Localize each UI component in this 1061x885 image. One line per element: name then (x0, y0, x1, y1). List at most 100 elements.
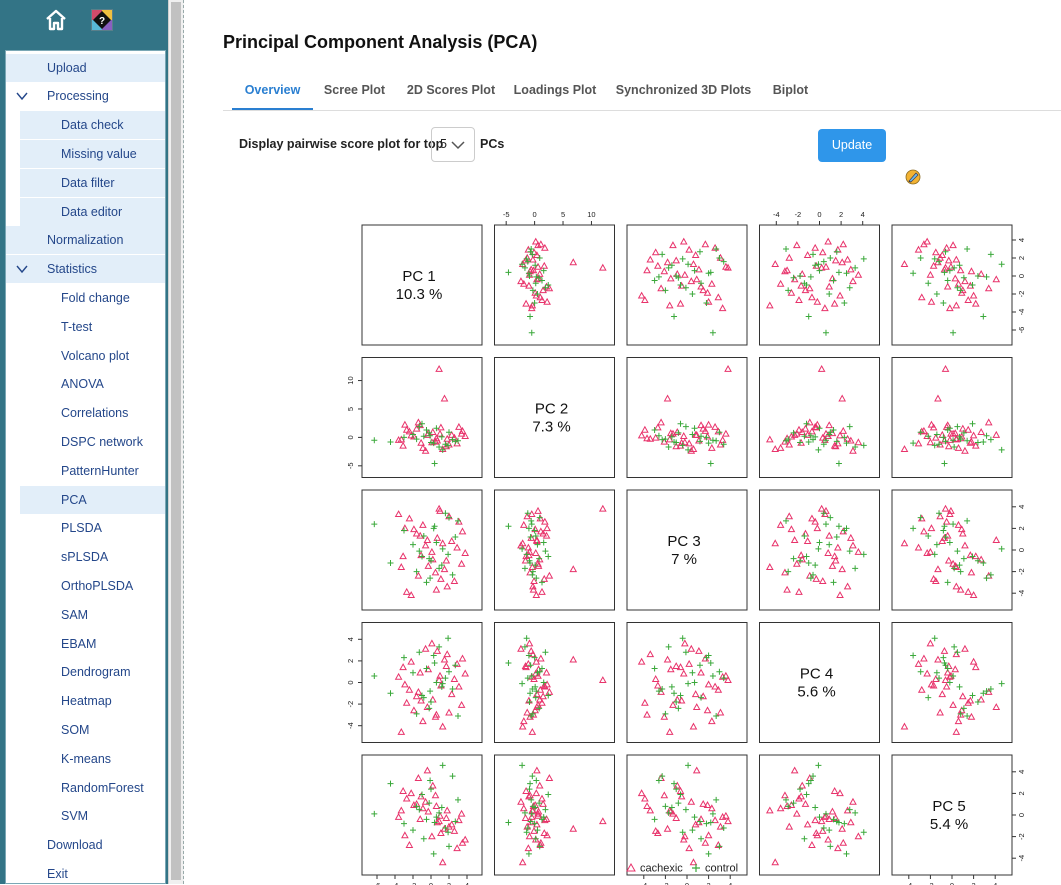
sidebar-item-pca[interactable]: PCA (20, 486, 165, 514)
sidebar-item-plsda[interactable]: PLSDA (20, 514, 165, 542)
control-point (519, 762, 526, 769)
control-point (998, 545, 1005, 552)
control-point (528, 673, 535, 680)
cachexic-point (977, 695, 986, 703)
cachexic-point (450, 675, 459, 682)
cachexic-point (938, 537, 947, 545)
cachexic-point (797, 281, 805, 289)
cachexic-point (651, 248, 660, 256)
sidebar-item-heatmap[interactable]: Heatmap (20, 687, 165, 715)
cachexic-point (433, 646, 442, 654)
scrollbar-thumb[interactable] (171, 2, 181, 880)
edit-icon[interactable] (905, 169, 921, 185)
cachexic-point (984, 284, 993, 292)
sidebar-item-volcano-plot[interactable]: Volcano plot (20, 342, 165, 370)
control-point (960, 429, 967, 436)
sidebar-item-som[interactable]: SOM (20, 716, 165, 744)
cachexic-point (653, 829, 662, 837)
cachexic-point (414, 774, 423, 781)
control-point (810, 571, 817, 578)
cachexic-point (838, 565, 847, 573)
cachexic-point (714, 685, 723, 693)
control-point (720, 258, 727, 265)
cachexic-point (945, 510, 954, 518)
control-point (852, 444, 859, 451)
cachexic-point (964, 587, 973, 595)
tab-synchronized-3d-plots[interactable]: Synchronized 3D Plots (615, 83, 752, 97)
tab-loadings-plot[interactable]: Loadings Plot (513, 83, 597, 97)
sidebar-item-data-filter[interactable]: Data filter (20, 169, 165, 197)
sidebar-item-fold-change[interactable]: Fold change (20, 284, 165, 312)
cachexic-point (817, 817, 826, 825)
sidebar-item-label: Heatmap (61, 694, 112, 708)
control-point (521, 643, 528, 650)
cachexic-point (529, 650, 537, 658)
help-icon[interactable]: ? (91, 9, 113, 31)
sidebar-item-data-check[interactable]: Data check (20, 111, 165, 139)
sidebar-item-sam[interactable]: SAM (20, 601, 165, 629)
sidebar-item-splsda[interactable]: sPLSDA (20, 543, 165, 571)
chevron-down-icon[interactable] (16, 91, 28, 101)
cachexic-point (971, 299, 980, 307)
cachexic-point (792, 559, 801, 567)
sidebar-item-randomforest[interactable]: RandomForest (20, 774, 165, 802)
chevron-down-icon[interactable] (16, 264, 28, 274)
cachexic-point (818, 577, 827, 585)
control-point (826, 291, 833, 297)
sidebar-item-t-test[interactable]: T-test (20, 313, 165, 341)
sidebar-item-orthoplsda[interactable]: OrthoPLSDA (20, 572, 165, 600)
sidebar-item-statistics[interactable]: Statistics (6, 255, 165, 283)
sidebar-item-k-means[interactable]: K-means (20, 745, 165, 773)
sidebar-item-processing[interactable]: Processing (6, 82, 165, 110)
cachexic-point (457, 559, 466, 567)
cachexic-point (461, 549, 470, 556)
sidebar-item-dspc-network[interactable]: DSPC network (20, 428, 165, 456)
sidebar-scrollbar[interactable] (168, 0, 184, 884)
control-point (673, 786, 680, 793)
control-point (951, 643, 958, 650)
sidebar-item-svm[interactable]: SVM (20, 802, 165, 830)
sidebar-item-label: PCA (61, 493, 87, 507)
cachexic-point (952, 727, 961, 735)
cachexic-point (432, 802, 441, 810)
update-button[interactable]: Update (818, 129, 886, 162)
sidebar-item-correlations[interactable]: Correlations (20, 399, 165, 427)
cachexic-point (765, 435, 774, 443)
cachexic-point (436, 506, 444, 514)
sidebar-item-missing-value[interactable]: Missing value (20, 140, 165, 168)
tick-label: 0 (1017, 548, 1026, 552)
cachexic-point (533, 536, 541, 543)
control-point (410, 541, 416, 548)
sidebar-item-label: ANOVA (61, 377, 104, 391)
sidebar-item-anova[interactable]: ANOVA (20, 370, 165, 398)
control-point (433, 539, 440, 546)
sidebar-item-patternhunter[interactable]: PatternHunter (20, 457, 165, 485)
control-point (807, 575, 814, 582)
cachexic-point (714, 293, 723, 301)
top-pcs-select[interactable]: 5 (431, 127, 475, 162)
tab-biplot[interactable]: Biplot (772, 83, 809, 97)
sidebar-item-normalization[interactable]: Normalization (6, 226, 165, 254)
cachexic-point (437, 574, 445, 582)
control-point (442, 441, 449, 448)
sidebar-item-download[interactable]: Download (6, 831, 165, 859)
sidebar-item-data-editor[interactable]: Data editor (20, 198, 165, 226)
control-point (956, 433, 963, 440)
tab-scree-plot[interactable]: Scree Plot (323, 83, 386, 97)
panel-frame (494, 489, 615, 611)
sidebar-item-upload[interactable]: Upload (6, 54, 165, 82)
tab-overview[interactable]: Overview (232, 70, 313, 110)
cachexic-point (839, 240, 848, 248)
sidebar-item-ebam[interactable]: EBAM (20, 630, 165, 658)
control-point (436, 809, 443, 816)
home-icon[interactable] (44, 8, 68, 32)
sidebar-item-label: Dendrogram (61, 665, 131, 679)
sidebar-item-exit[interactable]: Exit (6, 860, 165, 883)
sidebar-item-dendrogram[interactable]: Dendrogram (20, 658, 165, 686)
tab-2d-scores-plot[interactable]: 2D Scores Plot (406, 83, 496, 97)
control-point (925, 694, 932, 701)
cachexic-point (394, 436, 403, 443)
cachexic-point (808, 841, 816, 848)
control-point (527, 534, 534, 541)
control-point (536, 668, 543, 675)
